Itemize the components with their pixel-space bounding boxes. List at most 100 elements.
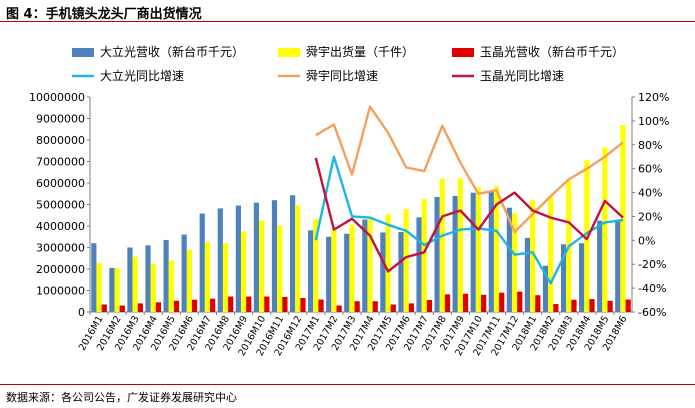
left-tick-label: 10000000 [29, 91, 85, 104]
yujing-revenue-bar [119, 305, 125, 312]
legend-sunny-shipment-label: 舜宇出货量（千件） [306, 44, 414, 59]
yujing-revenue-bar [173, 300, 180, 312]
figure-title: 图 4：手机镜头龙头厂商出货情况 [6, 7, 202, 22]
sunny-shipment-bar [511, 213, 518, 312]
dlg-revenue-bar [398, 232, 404, 312]
left-tick-label: 2000000 [36, 263, 85, 276]
data-source: 数据来源：各公司公告，广发证券发展研究中心 [6, 391, 237, 404]
yujing-revenue-bar [426, 299, 433, 312]
sunny-shipment-bar [602, 147, 608, 312]
legend-dlg-revenue-swatch [72, 48, 94, 57]
dlg-revenue-bar [615, 219, 621, 312]
dlg-revenue-bar [452, 195, 458, 312]
yujing-revenue-bar [571, 299, 577, 312]
yujing-revenue-bar [535, 295, 541, 312]
dlg-growth-line [314, 155, 624, 285]
dlg-revenue-bar [235, 205, 241, 312]
dlg-revenue-bar [109, 267, 115, 312]
dlg-revenue-bar [326, 236, 332, 312]
dlg-revenue-bar [91, 243, 97, 312]
right-tick-label: 0% [638, 234, 655, 247]
dlg-revenue-bar [470, 192, 476, 312]
yujing-revenue-bar [264, 296, 270, 312]
dlg-revenue-bar [253, 202, 260, 312]
sunny-shipment-bar [620, 124, 626, 312]
legend-dlg-growth-label: 大立光同比增速 [100, 68, 184, 83]
dlg-revenue-bar [434, 196, 440, 312]
dlg-revenue-bar [524, 237, 531, 312]
sunny-shipment-bar [530, 200, 536, 312]
dlg-revenue-bar [579, 243, 585, 312]
left-tick-label: 1000000 [36, 285, 85, 298]
left-tick-label: 9000000 [36, 113, 85, 126]
footer-rule [0, 384, 695, 385]
yujing-revenue-bar [499, 292, 505, 312]
sunny-growth-line [315, 105, 624, 234]
left-tick-label: 8000000 [36, 134, 85, 147]
sunny-shipment-bar [313, 219, 319, 312]
yujing-revenue-bar [282, 296, 288, 312]
right-tick-label: 80% [638, 139, 662, 152]
shipment-chart: 0 1000000 2000000 3000000 4000000 5000000 6000… [29, 44, 669, 358]
legend-yujing-revenue-swatch [452, 48, 474, 57]
dlg-revenue-bar [488, 191, 494, 312]
sunny-shipment-bar [475, 187, 482, 312]
sunny-shipment-bar [150, 263, 156, 312]
yujing-revenue-bar [336, 305, 342, 312]
yujing-revenue-bar [318, 299, 324, 312]
dlg-revenue-bar [542, 265, 549, 312]
dlg-revenue-bar [127, 247, 133, 312]
yujing-revenue-bar [553, 304, 559, 312]
right-tick-label: 60% [638, 163, 662, 176]
yujing-revenue-bar [137, 303, 143, 312]
left-tick-label: 7000000 [36, 156, 85, 169]
yujing-revenue-bar [481, 294, 487, 312]
legend-yujing-growth-label: 玉晶光同比增速 [480, 69, 564, 83]
yujing-revenue-bar [246, 296, 252, 312]
sunny-shipment-bar [493, 186, 500, 312]
dlg-revenue-bar [560, 244, 567, 312]
sunny-shipment-bar [186, 249, 192, 312]
sunny-shipment-bar [295, 205, 301, 312]
yujing-revenue-bar [191, 299, 198, 312]
right-tick-label: -60% [638, 306, 666, 319]
yujing-revenue-bar [607, 300, 613, 312]
yujing-revenue-bar [408, 303, 414, 312]
sunny-shipment-bar [403, 209, 409, 312]
yujing-revenue-bar [390, 304, 396, 312]
yujing-revenue-bar [462, 293, 469, 312]
dlg-revenue-bar [181, 234, 187, 312]
dlg-revenue-bar [308, 230, 314, 312]
legend-yujing-revenue-label: 玉晶光营收（新台币千元） [480, 44, 624, 59]
dlg-revenue-bar [416, 217, 422, 312]
left-tick-label: 6000000 [36, 177, 85, 190]
sunny-shipment-bar [204, 242, 211, 312]
sunny-shipment-bar [385, 214, 391, 312]
yujing-revenue-bar [517, 291, 523, 312]
sunny-shipment-bar [548, 195, 554, 312]
dlg-revenue-bar [362, 219, 368, 312]
dlg-revenue-bar [145, 245, 151, 312]
title-rule [0, 21, 695, 22]
sunny-shipment-bar [421, 199, 427, 312]
sunny-shipment-bar [367, 217, 373, 312]
yujing-revenue-bar [372, 301, 378, 312]
yujing-growth-line [314, 157, 624, 273]
yujing-revenue-bar [625, 299, 631, 312]
sunny-shipment-bar [457, 178, 463, 312]
left-tick-label: 5000000 [36, 199, 85, 212]
left-tick-label: 3000000 [36, 242, 85, 255]
right-tick-label: 20% [638, 210, 662, 223]
dlg-revenue-bar [163, 239, 169, 312]
right-tick-label: -20% [638, 258, 666, 271]
sunny-shipment-bar [349, 224, 355, 312]
sunny-shipment-bar [277, 225, 283, 312]
sunny-shipment-bar [114, 267, 120, 312]
dlg-revenue-bar [597, 220, 603, 312]
legend-sunny-shipment-swatch [278, 48, 300, 57]
yujing-revenue-bar [444, 294, 451, 312]
yujing-revenue-bar [101, 304, 107, 312]
dlg-revenue-bar [217, 208, 223, 312]
yujing-revenue-bar [228, 296, 234, 312]
yujing-revenue-bar [210, 298, 216, 312]
